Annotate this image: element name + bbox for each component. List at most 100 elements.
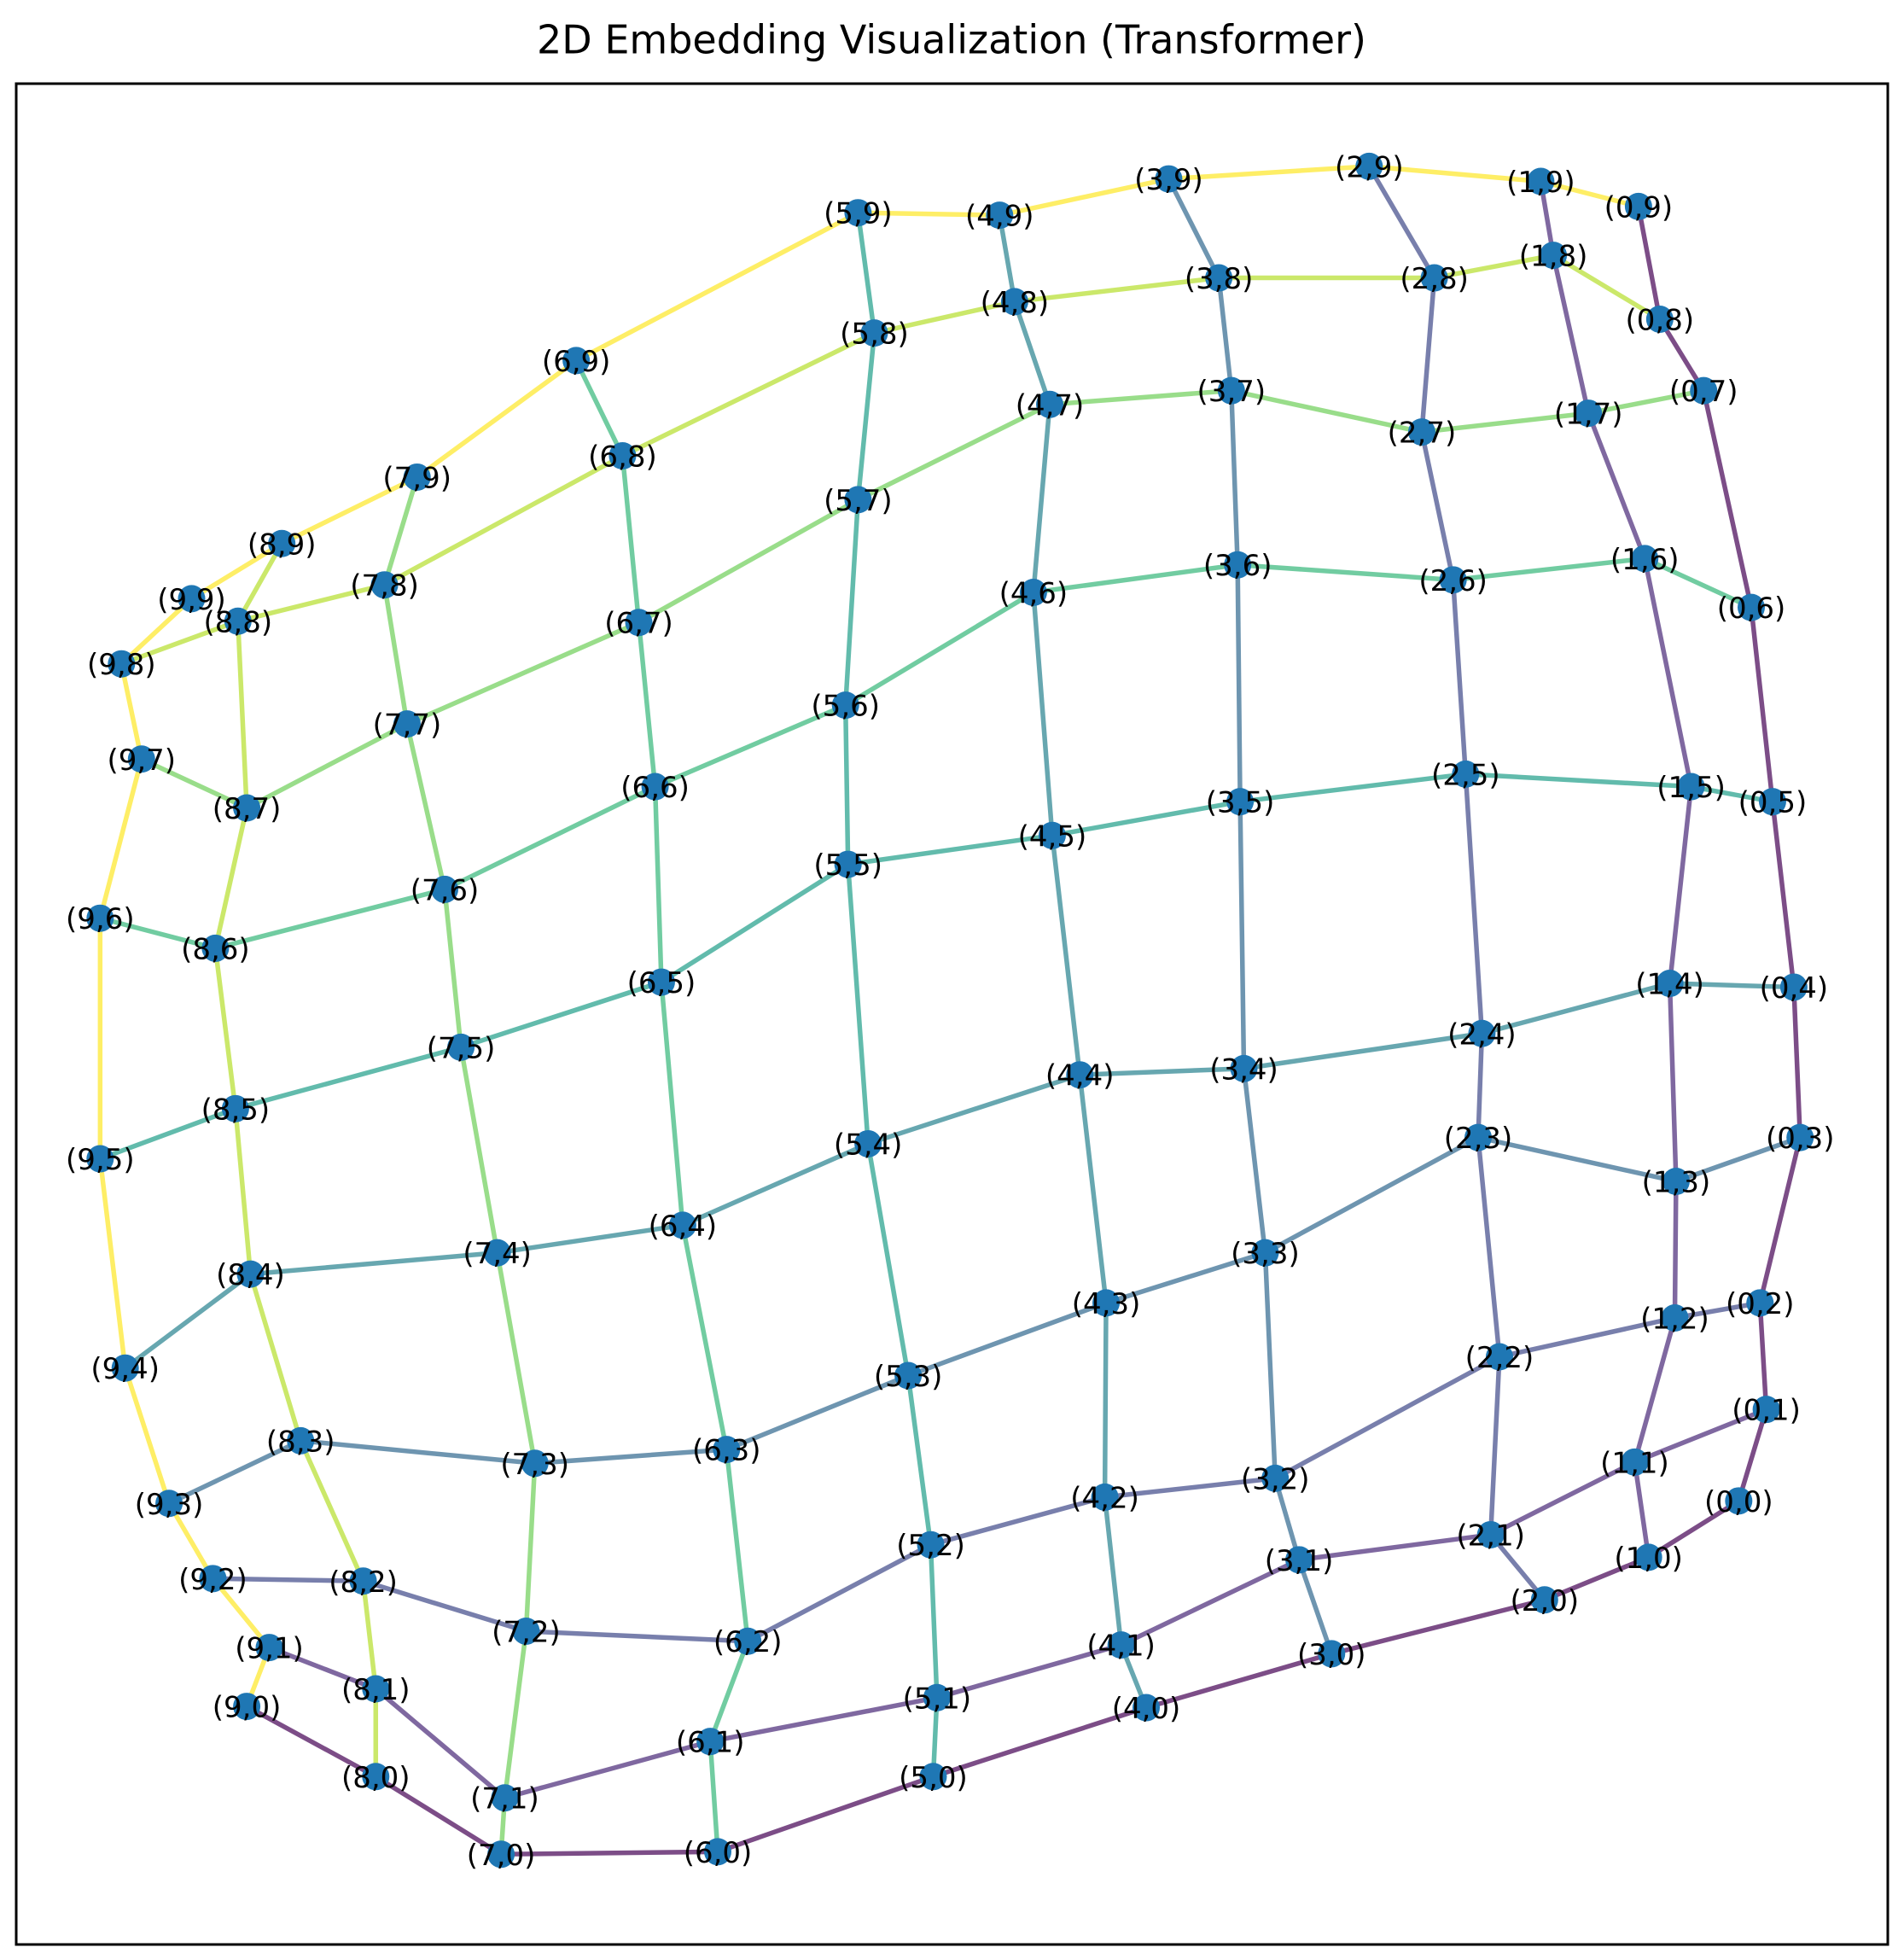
node bbox=[1155, 165, 1183, 193]
node-label: (6,3) bbox=[692, 1434, 761, 1468]
node-label: (0,5) bbox=[1738, 786, 1808, 820]
node-label: (1,2) bbox=[1640, 1302, 1709, 1336]
node bbox=[362, 1763, 390, 1791]
node-label: (8,2) bbox=[329, 1565, 398, 1600]
edge bbox=[1476, 1031, 1485, 1140]
edge bbox=[1229, 388, 1424, 434]
edge bbox=[1657, 317, 1706, 394]
node-label: (8,5) bbox=[201, 1093, 271, 1127]
node-label: (8,0) bbox=[341, 1761, 410, 1795]
edge bbox=[1102, 1476, 1278, 1500]
node bbox=[1355, 152, 1383, 180]
edge bbox=[1419, 411, 1591, 434]
node-label: (1,3) bbox=[1642, 1165, 1711, 1199]
edge bbox=[1479, 981, 1673, 1036]
edge bbox=[1463, 772, 1694, 790]
node bbox=[625, 609, 653, 637]
node bbox=[86, 904, 114, 932]
node bbox=[1690, 376, 1718, 405]
node-label: (6,5) bbox=[627, 966, 696, 1000]
node-label: (4,7) bbox=[1016, 388, 1085, 423]
edge bbox=[502, 1629, 529, 1800]
node bbox=[1621, 1448, 1649, 1476]
edge bbox=[855, 210, 877, 335]
node bbox=[236, 1260, 265, 1288]
edge bbox=[1476, 1134, 1679, 1184]
node bbox=[894, 1361, 923, 1390]
edge bbox=[213, 946, 238, 1111]
edge bbox=[189, 541, 284, 602]
node-label: (5,2) bbox=[896, 1529, 965, 1563]
node-label: (3,7) bbox=[1197, 375, 1266, 409]
node bbox=[1661, 1303, 1689, 1332]
node bbox=[155, 1490, 183, 1518]
node bbox=[1261, 1464, 1290, 1492]
node bbox=[1786, 1123, 1814, 1151]
node-label: (2,9) bbox=[1335, 150, 1404, 184]
edge bbox=[1366, 164, 1437, 281]
node-label: (9,0) bbox=[213, 1691, 282, 1725]
node bbox=[923, 1683, 951, 1711]
edge bbox=[865, 1072, 1082, 1146]
node bbox=[349, 1567, 377, 1595]
edge bbox=[620, 453, 642, 625]
node bbox=[919, 1763, 947, 1791]
node bbox=[1091, 1483, 1119, 1511]
node-label: (7,7) bbox=[373, 708, 442, 743]
node-label: (9,6) bbox=[66, 902, 135, 936]
edge bbox=[1667, 981, 1796, 990]
edge bbox=[236, 619, 249, 811]
node-label: (3,9) bbox=[1134, 163, 1203, 197]
node-label: (8,1) bbox=[341, 1673, 410, 1707]
edge bbox=[935, 1642, 1124, 1700]
edge bbox=[360, 1578, 379, 1692]
edge bbox=[266, 1645, 379, 1692]
node bbox=[491, 1784, 519, 1812]
edge bbox=[1476, 1134, 1502, 1360]
edge bbox=[1102, 1495, 1124, 1647]
node bbox=[1318, 1640, 1346, 1668]
edge bbox=[247, 1250, 500, 1277]
node-label: (3,6) bbox=[1203, 549, 1272, 583]
edge bbox=[1296, 1532, 1494, 1563]
edge bbox=[405, 721, 447, 892]
edge bbox=[166, 1438, 303, 1507]
node bbox=[1656, 970, 1684, 998]
edge bbox=[373, 1774, 504, 1857]
node bbox=[1035, 390, 1063, 418]
node-label: (1,7) bbox=[1554, 398, 1623, 432]
node bbox=[668, 1211, 696, 1239]
node bbox=[201, 934, 230, 962]
node-label: (7,9) bbox=[382, 461, 451, 495]
node bbox=[1758, 788, 1786, 816]
edge bbox=[233, 1106, 253, 1277]
node-label: (6,2) bbox=[713, 1625, 783, 1659]
node bbox=[647, 968, 675, 996]
edge bbox=[1538, 178, 1641, 209]
node bbox=[1468, 1019, 1496, 1047]
node bbox=[608, 442, 637, 469]
node-label: (7,3) bbox=[500, 1448, 569, 1482]
edge bbox=[680, 1222, 730, 1452]
node bbox=[1738, 593, 1766, 621]
node bbox=[512, 1617, 540, 1645]
node-label: (2,1) bbox=[1456, 1519, 1525, 1553]
edge bbox=[1757, 1300, 1769, 1412]
node-label: (4,0) bbox=[1112, 1692, 1181, 1726]
frame bbox=[15, 82, 1889, 1946]
node-label: (4,1) bbox=[1086, 1630, 1156, 1664]
edge bbox=[745, 1542, 934, 1644]
node-label: (1,1) bbox=[1600, 1446, 1669, 1480]
node-label: (2,4) bbox=[1447, 1017, 1517, 1052]
node-label: (1,8) bbox=[1519, 240, 1588, 274]
edge bbox=[1701, 388, 1754, 610]
chart-title: 2D Embedding Visualization (Transformer) bbox=[537, 17, 1366, 63]
node bbox=[562, 347, 591, 375]
edge bbox=[905, 1373, 934, 1548]
edge bbox=[1166, 176, 1221, 281]
labels: (0,0) (0,1) (0,2) (0,3) (0,4) (0,5) (0,6) (0,7)… bbox=[66, 150, 1835, 1872]
edge bbox=[97, 1156, 128, 1371]
node-label: (8,4) bbox=[216, 1258, 285, 1292]
edge bbox=[360, 1578, 529, 1634]
edge bbox=[247, 1271, 303, 1443]
